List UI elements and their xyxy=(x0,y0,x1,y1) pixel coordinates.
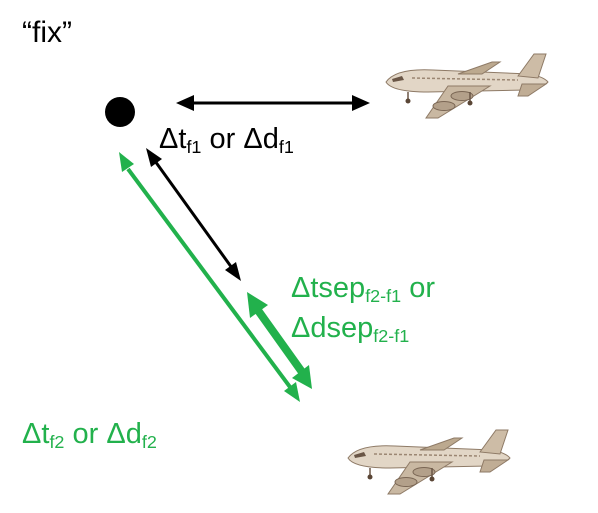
separation-time-label: Δtsepf2-f1 or xyxy=(291,272,435,307)
fix-point-dot xyxy=(105,97,135,127)
fix-label: “fix” xyxy=(22,16,72,49)
f2-distance-arrow xyxy=(119,152,300,402)
f2-label: Δtf2 or Δdf2 xyxy=(22,418,157,453)
airplane-icon xyxy=(347,429,511,495)
separation-arrow xyxy=(247,292,312,389)
separation-distance-label: Δdsepf2-f1 xyxy=(291,312,410,347)
f1-distance-arrow xyxy=(176,95,370,111)
f1-label: Δtf1 or Δdf1 xyxy=(159,123,294,158)
fix-to-sep-arrow xyxy=(146,148,241,281)
airplane-icon xyxy=(385,53,549,119)
